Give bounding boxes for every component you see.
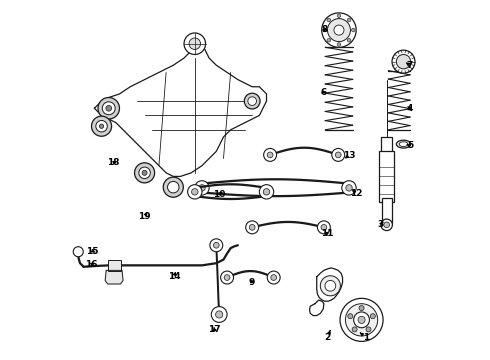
Circle shape bbox=[184, 33, 205, 54]
Bar bbox=[108, 260, 121, 271]
Text: 17: 17 bbox=[208, 325, 221, 334]
Circle shape bbox=[192, 189, 198, 195]
Circle shape bbox=[220, 271, 234, 284]
Circle shape bbox=[352, 327, 357, 332]
Circle shape bbox=[199, 185, 205, 191]
Circle shape bbox=[337, 42, 341, 46]
Circle shape bbox=[210, 239, 223, 252]
Bar bbox=[381, 137, 392, 155]
Circle shape bbox=[92, 116, 112, 136]
Circle shape bbox=[135, 163, 155, 183]
Circle shape bbox=[102, 102, 115, 115]
Circle shape bbox=[267, 271, 280, 284]
Circle shape bbox=[346, 185, 352, 191]
Circle shape bbox=[139, 167, 150, 179]
Polygon shape bbox=[105, 270, 123, 284]
Text: 6: 6 bbox=[320, 87, 326, 96]
Text: 13: 13 bbox=[343, 151, 355, 160]
Circle shape bbox=[189, 38, 200, 49]
Circle shape bbox=[106, 105, 112, 111]
Text: 8: 8 bbox=[321, 25, 328, 34]
Text: 10: 10 bbox=[213, 190, 225, 199]
Circle shape bbox=[342, 181, 356, 195]
Circle shape bbox=[327, 39, 331, 42]
Circle shape bbox=[337, 14, 341, 18]
Circle shape bbox=[359, 306, 364, 311]
Bar bbox=[379, 151, 394, 202]
Circle shape bbox=[163, 177, 183, 197]
Circle shape bbox=[323, 28, 326, 32]
Circle shape bbox=[392, 50, 415, 73]
Circle shape bbox=[73, 247, 83, 257]
Text: 11: 11 bbox=[321, 229, 334, 238]
Circle shape bbox=[358, 316, 365, 323]
Bar bbox=[382, 198, 392, 223]
Circle shape bbox=[370, 314, 375, 319]
Circle shape bbox=[345, 304, 378, 336]
Circle shape bbox=[327, 19, 350, 41]
Circle shape bbox=[322, 13, 356, 47]
Circle shape bbox=[335, 152, 341, 158]
Circle shape bbox=[98, 98, 120, 119]
Circle shape bbox=[347, 18, 351, 22]
Circle shape bbox=[245, 93, 260, 109]
Circle shape bbox=[224, 275, 230, 280]
Circle shape bbox=[142, 170, 147, 175]
Circle shape bbox=[318, 221, 330, 234]
Circle shape bbox=[99, 124, 104, 129]
Circle shape bbox=[334, 25, 344, 35]
Circle shape bbox=[347, 39, 351, 42]
Text: 5: 5 bbox=[407, 141, 413, 150]
Text: 9: 9 bbox=[249, 278, 255, 287]
Circle shape bbox=[348, 314, 353, 319]
Circle shape bbox=[325, 280, 336, 291]
Circle shape bbox=[263, 189, 270, 195]
Text: 1: 1 bbox=[360, 333, 369, 342]
Circle shape bbox=[211, 307, 227, 322]
Text: 7: 7 bbox=[407, 61, 413, 70]
Circle shape bbox=[354, 312, 369, 328]
Text: 15: 15 bbox=[86, 247, 99, 256]
Circle shape bbox=[340, 298, 383, 341]
Circle shape bbox=[366, 327, 371, 332]
Text: 3: 3 bbox=[377, 220, 384, 229]
Circle shape bbox=[259, 185, 274, 199]
Text: 2: 2 bbox=[324, 330, 331, 342]
Circle shape bbox=[195, 181, 209, 195]
Circle shape bbox=[271, 275, 276, 280]
Polygon shape bbox=[95, 44, 267, 176]
Circle shape bbox=[245, 221, 259, 234]
Circle shape bbox=[321, 225, 327, 230]
Circle shape bbox=[351, 28, 355, 32]
Circle shape bbox=[320, 276, 341, 296]
Circle shape bbox=[216, 311, 223, 318]
Circle shape bbox=[396, 54, 411, 69]
Ellipse shape bbox=[396, 140, 411, 148]
Circle shape bbox=[264, 148, 276, 161]
Polygon shape bbox=[317, 268, 343, 301]
Circle shape bbox=[168, 181, 179, 193]
Circle shape bbox=[214, 242, 219, 248]
Circle shape bbox=[188, 185, 202, 199]
Text: 14: 14 bbox=[168, 271, 180, 280]
Ellipse shape bbox=[399, 142, 408, 147]
Circle shape bbox=[248, 97, 256, 105]
Text: 12: 12 bbox=[350, 189, 363, 198]
Circle shape bbox=[96, 121, 107, 132]
Text: 19: 19 bbox=[138, 212, 151, 221]
Text: 18: 18 bbox=[107, 158, 119, 167]
Circle shape bbox=[327, 18, 331, 22]
Circle shape bbox=[384, 222, 390, 228]
Polygon shape bbox=[310, 300, 324, 316]
Circle shape bbox=[332, 148, 344, 161]
Circle shape bbox=[249, 225, 255, 230]
Text: 4: 4 bbox=[407, 104, 413, 113]
Circle shape bbox=[267, 152, 273, 158]
Text: 16: 16 bbox=[85, 260, 98, 269]
Circle shape bbox=[381, 219, 392, 230]
